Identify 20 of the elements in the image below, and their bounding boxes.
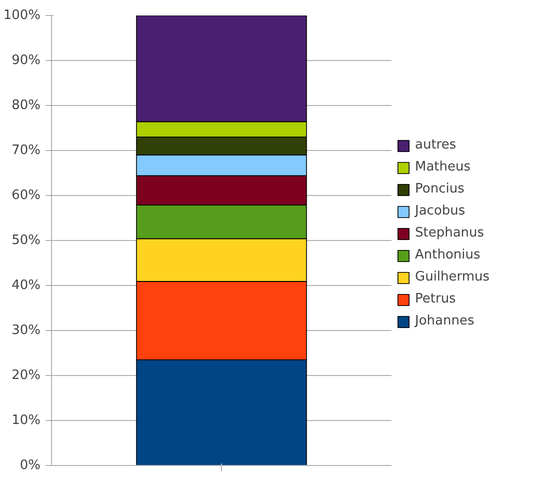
y-tick-label: 80% [12, 98, 41, 113]
legend-label: Petrus [415, 292, 456, 306]
legend-label: Anthonius [415, 248, 480, 262]
y-tick-label: 70% [12, 143, 41, 158]
y-tick-label: 60% [12, 188, 41, 203]
y-tick-label: 0% [20, 458, 40, 473]
legend-label: Johannes [415, 314, 474, 328]
y-tick-label: 10% [12, 413, 41, 428]
y-tick-label: 50% [12, 233, 41, 248]
y-tick-label: 40% [12, 278, 41, 293]
legend-label: Jacobus [415, 204, 466, 218]
y-tick-label: 90% [12, 53, 41, 68]
legend-label: Poncius [415, 182, 464, 196]
y-tick-label: 20% [12, 368, 41, 383]
legend-label: Guilhermus [415, 270, 490, 284]
legend-label: Stephanus [415, 226, 484, 240]
legend-label: Matheus [415, 160, 471, 174]
y-tick-label: 100% [3, 8, 41, 23]
legend-label: autres [415, 138, 456, 152]
y-tick-label: 30% [12, 323, 41, 338]
